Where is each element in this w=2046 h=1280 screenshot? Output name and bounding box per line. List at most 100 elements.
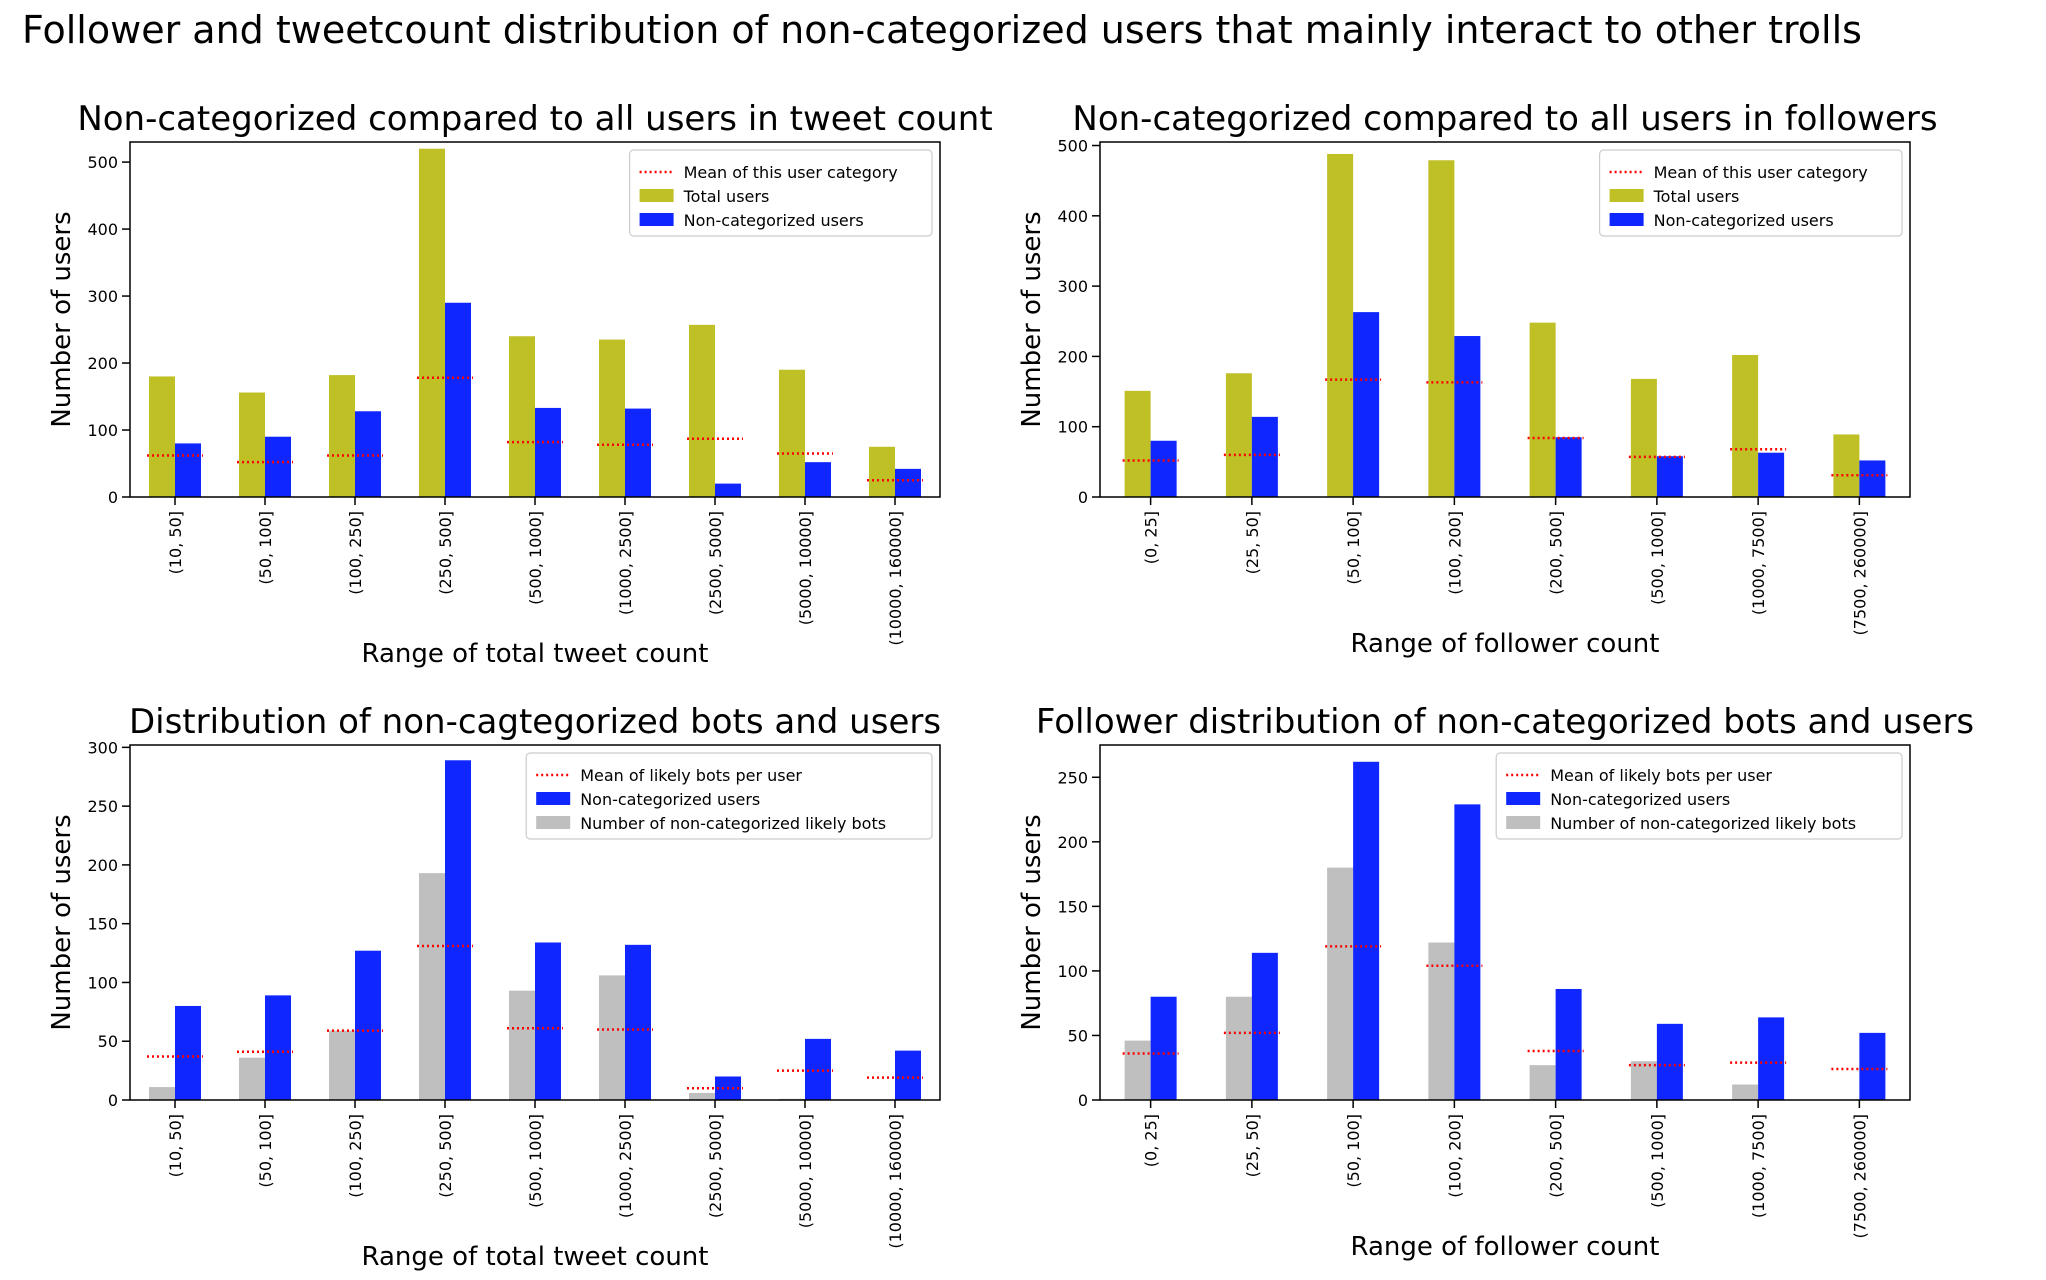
x-axis-label: Range of total tweet count [362, 639, 709, 669]
legend-swatch [1506, 792, 1541, 805]
legend-swatch [536, 792, 571, 805]
bar-likely-bots [1428, 942, 1455, 1100]
chart-follower-bots: Follower distribution of non-categorized… [1017, 702, 1974, 1262]
bar-likely-bots [1529, 1065, 1556, 1100]
x-tick-label: (200, 500] [1547, 511, 1566, 595]
legend: Mean of this user category Total users Non… [1598, 149, 1903, 237]
bar-non-categorized [895, 1050, 921, 1100]
y-tick-label: 100 [87, 973, 118, 992]
bar-total-users [1327, 153, 1354, 497]
bar-non-categorized [1656, 1023, 1683, 1100]
bar-non-categorized [445, 760, 471, 1100]
legend-swatch [639, 189, 674, 202]
legend-label: Non-categorized users [1550, 790, 1730, 809]
bar-non-categorized [535, 942, 561, 1100]
x-tick-label: (25, 50] [1243, 511, 1262, 574]
bar-total-users [1225, 373, 1252, 497]
x-tick-label: (500, 1000] [526, 1114, 545, 1208]
axes-frame [1099, 744, 1911, 1101]
y-tick-label: 50 [1068, 1026, 1088, 1045]
legend: Mean of likely bots per user Non-categori… [1495, 752, 1903, 840]
x-tick-label: (0, 25] [1142, 1114, 1161, 1167]
bar-likely-bots [509, 990, 535, 1100]
bar-non-categorized [265, 436, 291, 497]
x-tick-label: (100, 200] [1445, 511, 1464, 595]
bar-non-categorized [1454, 804, 1481, 1100]
bar-likely-bots [1124, 1040, 1151, 1100]
bar-non-categorized [1859, 1032, 1886, 1100]
bar-non-categorized [625, 408, 651, 497]
bar-non-categorized [445, 302, 471, 497]
bar-non-categorized [355, 411, 381, 497]
x-tick-label: (10, 50] [166, 511, 185, 574]
bar-total-users [1732, 355, 1759, 497]
chart-title: Non-categorized compared to all users in… [1072, 99, 1937, 139]
legend-label: Non-categorized users [684, 211, 864, 230]
y-tick-label: 250 [1057, 768, 1088, 787]
legend-box [525, 752, 933, 840]
x-tick-label: (50, 100] [1344, 511, 1363, 585]
bar-non-categorized [355, 950, 381, 1100]
x-tick-label: (1000, 7500] [1749, 1114, 1768, 1218]
bar-total-users [689, 324, 715, 497]
legend-box [1495, 752, 1903, 840]
x-tick-label: (250, 500] [436, 511, 455, 595]
bar-total-users [1529, 322, 1556, 497]
bar-total-users [779, 369, 805, 497]
y-tick-label: 200 [87, 856, 118, 875]
x-tick-label: (1000, 2500] [616, 1114, 635, 1218]
bar-likely-bots [689, 1092, 715, 1100]
y-tick-label: 500 [1057, 137, 1088, 156]
bar-non-categorized [535, 407, 561, 497]
y-tick-label: 0 [108, 488, 118, 507]
bar-non-categorized [805, 462, 831, 497]
y-tick-label: 150 [87, 915, 118, 934]
bar-total-users [1124, 390, 1151, 497]
legend-label: Number of non-categorized likely bots [1550, 814, 1856, 833]
bar-total-users [149, 376, 175, 497]
bar-likely-bots [1630, 1061, 1657, 1100]
legend-box [1598, 149, 1903, 237]
figure-suptitle: Follower and tweetcount distribution of … [22, 8, 1862, 52]
x-tick-label: (50, 100] [1344, 1114, 1363, 1188]
x-tick-label: (1000, 2500] [616, 511, 635, 615]
x-tick-label: (100, 250] [346, 1114, 365, 1198]
y-tick-label: 300 [87, 738, 118, 757]
x-tick-label: (500, 1000] [1648, 1114, 1667, 1208]
bar-total-users [239, 392, 265, 497]
x-tick-label: (5000, 10000] [796, 511, 815, 625]
x-tick-label: (7500, 260000] [1850, 511, 1869, 635]
x-axis-label: Range of follower count [1351, 1232, 1660, 1262]
legend-label: Mean of likely bots per user [580, 766, 802, 785]
legend: Mean of likely bots per user Non-categori… [525, 752, 933, 840]
y-tick-label: 0 [1078, 1091, 1088, 1110]
legend-label: Non-categorized users [580, 790, 760, 809]
y-tick-label: 300 [1057, 277, 1088, 296]
bar-likely-bots [329, 1030, 355, 1100]
chart-title: Follower distribution of non-categorized… [1036, 702, 1974, 742]
x-tick-label: (500, 1000] [1648, 511, 1667, 605]
x-tick-label: (10000, 160000] [886, 1114, 905, 1249]
y-tick-label: 100 [1057, 962, 1088, 981]
bar-total-users [329, 375, 355, 497]
y-tick-label: 200 [1057, 347, 1088, 366]
legend-swatch [1609, 213, 1644, 226]
x-tick-label: (100, 250] [346, 511, 365, 595]
y-tick-label: 100 [1057, 418, 1088, 437]
x-tick-label: (250, 500] [436, 1114, 455, 1198]
bar-total-users [1630, 378, 1657, 497]
legend-swatch [1506, 816, 1541, 829]
x-axis-label: Range of follower count [1351, 629, 1660, 659]
legend-label: Mean of this user category [1654, 163, 1868, 182]
chart-tweetcount-bots: Distribution of non-cagtegorized bots an… [47, 702, 941, 1272]
legend: Mean of this user category Total users Non… [628, 149, 933, 237]
legend-label: Mean of likely bots per user [1550, 766, 1772, 785]
x-tick-label: (7500, 260000] [1850, 1114, 1869, 1238]
x-tick-label: (200, 500] [1547, 1114, 1566, 1198]
legend-label: Non-categorized users [1654, 211, 1834, 230]
chart-title: Distribution of non-cagtegorized bots an… [129, 702, 941, 742]
bar-likely-bots [1225, 996, 1252, 1100]
x-axis-label: Range of total tweet count [362, 1242, 709, 1272]
chart-tweetcount-comparison: Non-categorized compared to all users in… [47, 99, 993, 669]
